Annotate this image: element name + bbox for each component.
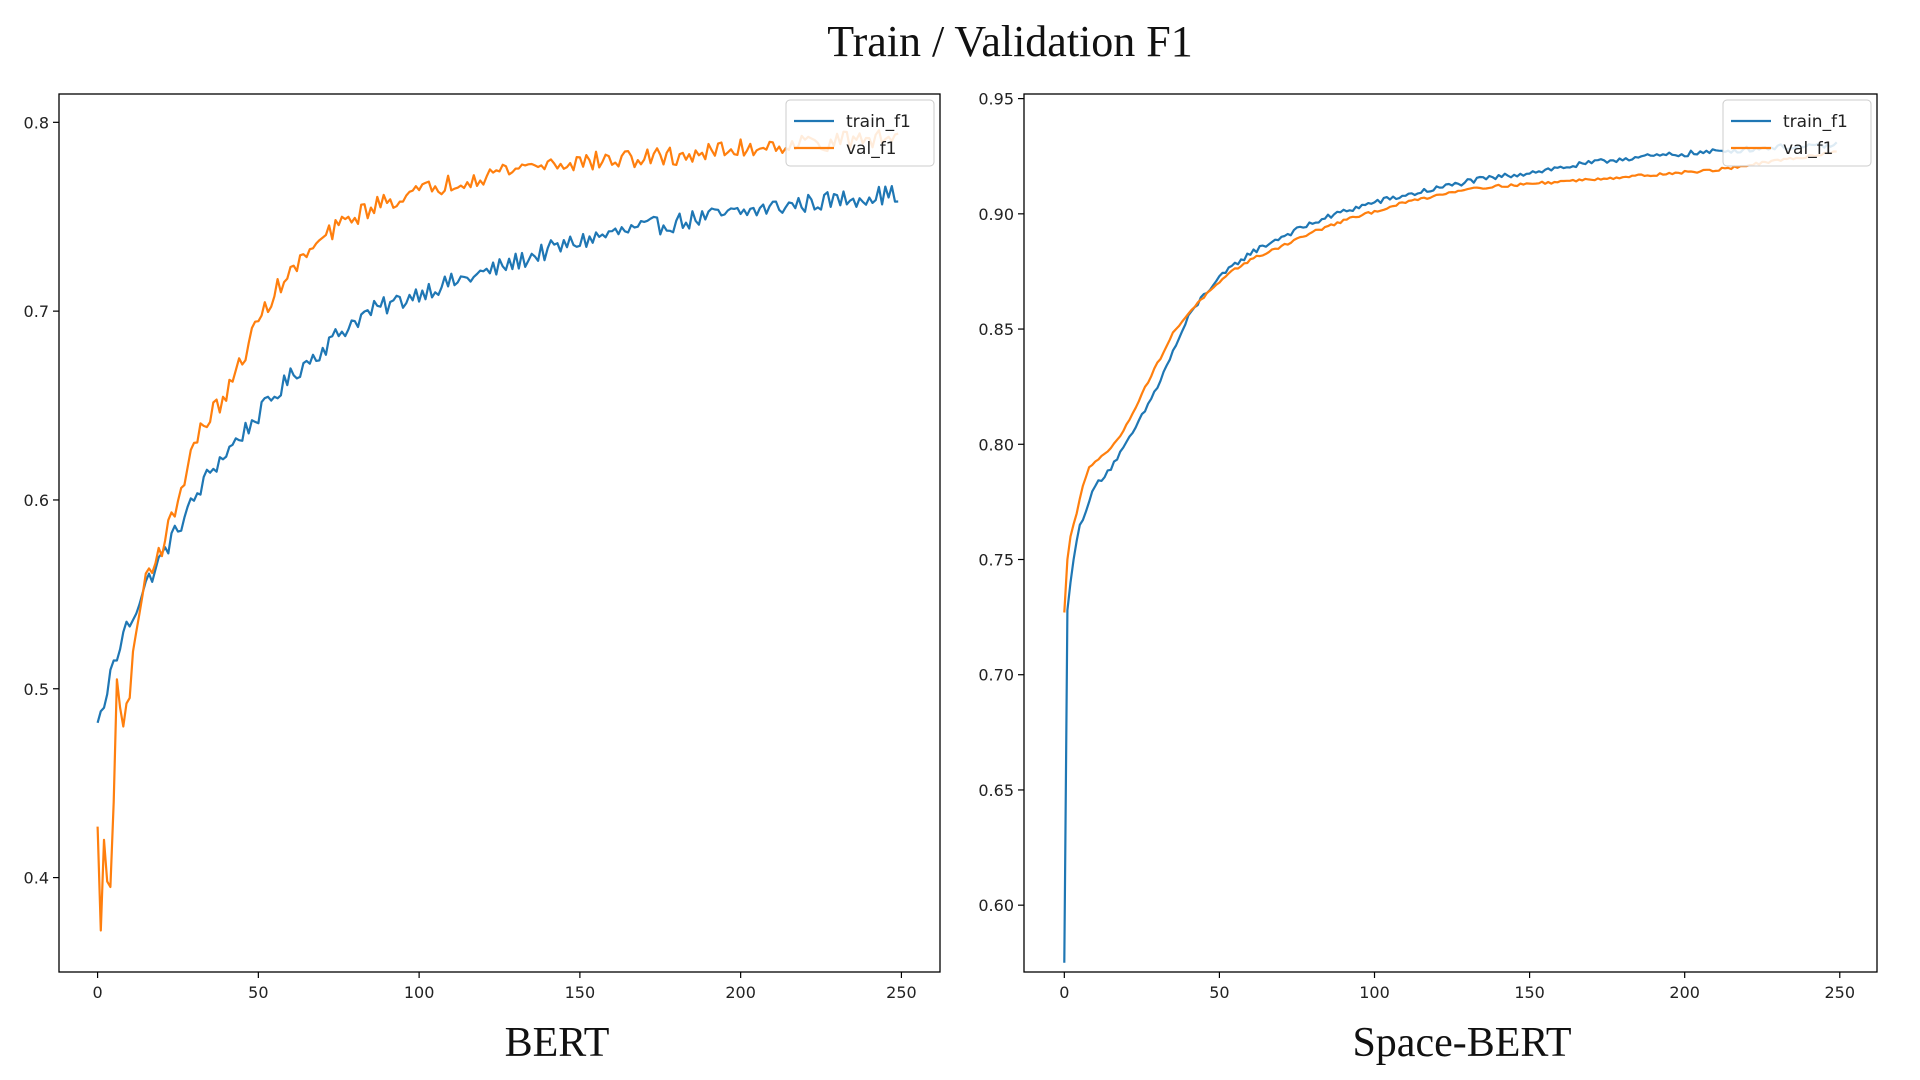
bert-series-val-f1	[96, 129, 899, 932]
bert-legend: train_f1 val_f1	[785, 99, 935, 167]
chart-panel-bert: 0 50 100 150 200 250 0.4 0.5 0.6 0.7 0.8 train_f1va…	[24, 93, 941, 1066]
space-bert-axes-frame	[1023, 93, 1878, 973]
bert-legend-box	[785, 99, 935, 167]
space-bert-y-tick-label: 0.95	[978, 90, 1014, 109]
bert-y-tick-label: 0.7	[24, 302, 49, 321]
chart-panel-space-bert: 0 50 100 150 200 250 0.60 0.65 0.70 0.75 0.80 0.85 0…	[978, 90, 1878, 1066]
space-bert-x-tick-label: 250	[1825, 983, 1856, 1002]
bert-series-train-f1	[96, 185, 899, 724]
space-bert-x-tick-label: 0	[1059, 983, 1069, 1002]
space-bert-x-tick-label: 200	[1669, 983, 1700, 1002]
bert-legend-label-train-f1: train_f1	[846, 112, 911, 132]
space-bert-y-tick-label: 0.80	[978, 435, 1014, 454]
bert-x-tick-label: 250	[886, 983, 917, 1002]
space-bert-x-tick-label: 50	[1209, 983, 1229, 1002]
space-bert-y-tick-label: 0.70	[978, 666, 1014, 685]
space-bert-plot-area: 0 50 100 150 200 250 0.60 0.65 0.70 0.75 0.80 0.85 0…	[978, 90, 1878, 1002]
space-bert-legend-label-train-f1: train_f1	[1783, 112, 1848, 132]
bert-y-tick-label: 0.5	[24, 680, 49, 699]
space-bert-y-tick-label: 0.75	[978, 551, 1014, 570]
bert-x-tick-label: 150	[565, 983, 596, 1002]
space-bert-y-tick-label: 0.90	[978, 205, 1014, 224]
figure-title: Train / Validation F1	[827, 17, 1193, 66]
space-bert-legend: train_f1 val_f1	[1722, 99, 1872, 167]
bert-axes-frame	[58, 93, 941, 973]
bert-x-tick-label: 100	[404, 983, 435, 1002]
bert-y-tick-label: 0.6	[24, 491, 49, 510]
bert-plot-area: 0 50 100 150 200 250 0.4 0.5 0.6 0.7 0.8 train_f1va…	[24, 93, 941, 1002]
bert-x-tick-label: 200	[725, 983, 756, 1002]
space-bert-legend-box	[1722, 99, 1872, 167]
space-bert-caption: Space-BERT	[1352, 1020, 1571, 1066]
space-bert-series-val-f1	[1063, 150, 1837, 613]
bert-y-tick-label: 0.8	[24, 113, 49, 132]
space-bert-legend-label-val-f1: val_f1	[1783, 139, 1834, 159]
bert-x-tick-label: 0	[92, 983, 102, 1002]
bert-x-tick-label: 50	[248, 983, 268, 1002]
bert-legend-label-val-f1: val_f1	[846, 139, 897, 159]
space-bert-x-tick-label: 150	[1514, 983, 1545, 1002]
space-bert-y-tick-label: 0.65	[978, 781, 1014, 800]
space-bert-x-tick-label: 100	[1359, 983, 1390, 1002]
bert-caption: BERT	[505, 1020, 610, 1066]
bert-y-tick-label: 0.4	[24, 869, 49, 888]
space-bert-y-tick-label: 0.85	[978, 320, 1014, 339]
space-bert-y-tick-label: 0.60	[978, 896, 1014, 915]
